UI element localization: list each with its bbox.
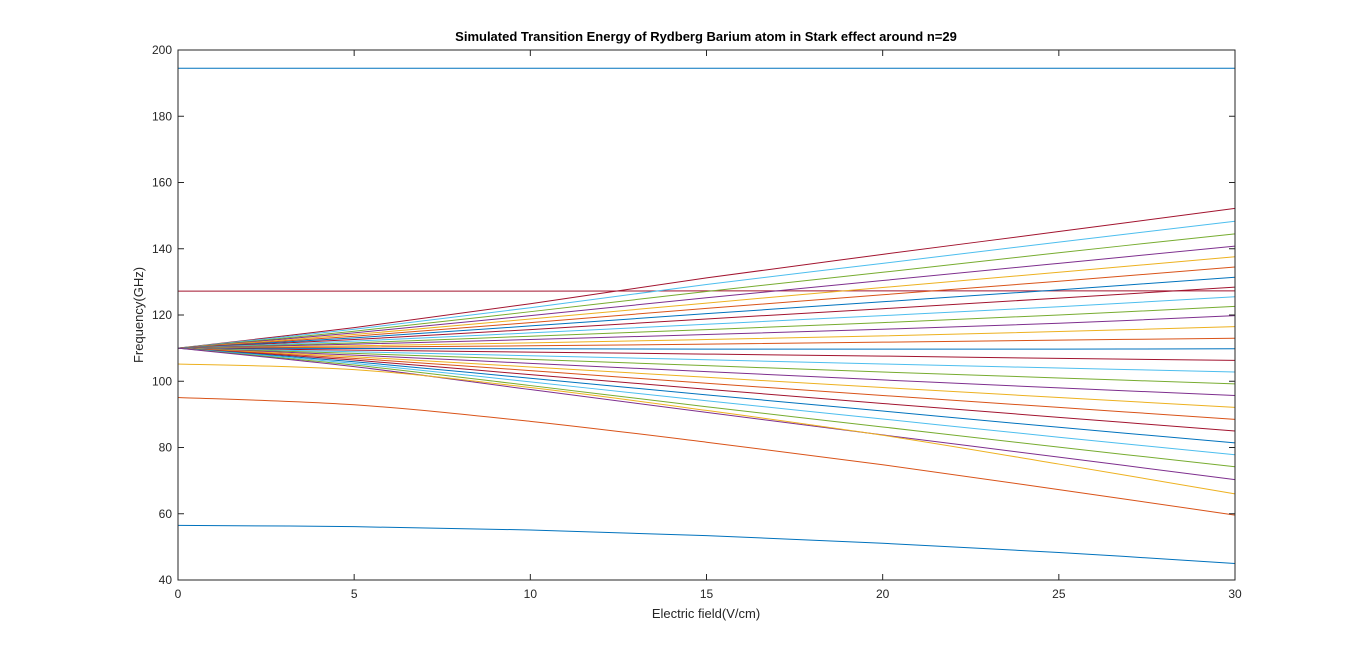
y-tick-label: 160	[152, 176, 172, 190]
chart-title: Simulated Transition Energy of Rydberg B…	[455, 29, 957, 44]
y-tick-label: 60	[159, 507, 173, 521]
x-tick-label: 20	[876, 587, 890, 601]
series-line-14	[177, 326, 1236, 349]
x-tick-label: 0	[175, 587, 182, 601]
series-line-26	[177, 347, 1236, 468]
series-line-4	[177, 220, 1236, 349]
series-line-18	[177, 347, 1236, 373]
series-line-9	[177, 276, 1236, 349]
y-axis-ticks: 40 60 80 100 120 140 160 180 200	[152, 43, 1235, 587]
series-line-23	[177, 347, 1236, 432]
y-tick-label: 140	[152, 242, 172, 256]
plot-frame	[177, 49, 1236, 581]
series-line-17	[177, 347, 1236, 361]
y-axis-label: Frequency(GHz)	[131, 267, 146, 363]
x-tick-label: 15	[700, 587, 714, 601]
y-tick-label: 40	[159, 573, 173, 587]
series-line-27	[177, 347, 1236, 481]
series-line-28	[177, 363, 1236, 495]
y-tick-label: 80	[159, 441, 173, 455]
series-line-19	[177, 347, 1236, 385]
series-line-15	[177, 337, 1236, 349]
series-line-30	[177, 524, 1236, 564]
x-tick-label: 25	[1052, 587, 1066, 601]
series-line-22	[177, 347, 1236, 420]
y-tick-label: 100	[152, 374, 172, 388]
series-line-7	[177, 256, 1236, 349]
series-line-21	[177, 347, 1236, 408]
series-lines	[177, 67, 1236, 564]
series-line-24	[177, 347, 1236, 444]
series-line-20	[177, 347, 1236, 396]
x-tick-label: 30	[1228, 587, 1242, 601]
x-tick-label: 10	[524, 587, 538, 601]
series-line-16	[177, 347, 1236, 350]
series-line-8	[177, 266, 1236, 349]
x-axis-label: Electric field(V/cm)	[652, 606, 760, 621]
y-tick-label: 200	[152, 43, 172, 57]
series-line-3	[177, 207, 1236, 349]
series-line-12	[177, 305, 1236, 349]
series-line-25	[177, 347, 1236, 456]
series-line-13	[177, 315, 1236, 349]
series-line-29	[177, 396, 1236, 516]
series-line-10	[177, 286, 1236, 349]
x-tick-label: 5	[351, 587, 358, 601]
series-line-5	[177, 233, 1236, 349]
y-tick-label: 180	[152, 109, 172, 123]
series-line-6	[177, 245, 1236, 349]
y-tick-label: 120	[152, 308, 172, 322]
x-axis-ticks: 0 5 10 15 20 25 30	[175, 50, 1242, 601]
series-line-11	[177, 296, 1236, 349]
